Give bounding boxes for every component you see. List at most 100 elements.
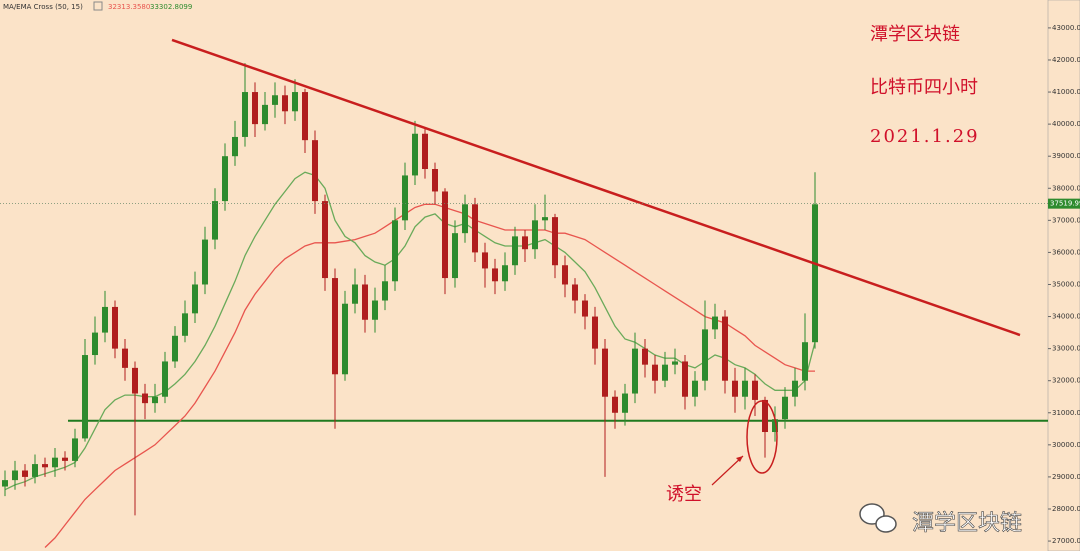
candle-body: [102, 306, 108, 333]
candle-body: [492, 268, 498, 282]
candle-body: [452, 233, 458, 279]
candle-body: [262, 104, 268, 125]
annotation: 比特币四小时: [870, 77, 978, 98]
candle-body: [662, 364, 668, 381]
indicator-name: MA/EMA Cross (50, 15): [3, 3, 83, 11]
indicator-value: 33302.8099: [150, 3, 192, 11]
ma-line: [44, 203, 815, 548]
y-tick-label: 42000.00: [1052, 56, 1080, 64]
annotation: 潭学区块链: [870, 24, 960, 45]
watermark-text: 潭学区块链: [912, 511, 1022, 536]
header: MA/EMA Cross (50, 15) 32313.3580 33302.8…: [3, 1, 192, 11]
annotation: 2021.1.29: [870, 126, 980, 147]
candle-body: [222, 156, 228, 202]
candle-body: [532, 220, 538, 250]
candle-body: [212, 201, 218, 240]
y-tick-label: 36000.00: [1052, 248, 1080, 256]
candle-body: [172, 335, 178, 362]
last-price-box: [1048, 198, 1080, 209]
candle-body: [342, 303, 348, 375]
candle-body: [112, 306, 118, 349]
candle-body: [602, 348, 608, 397]
candle-body: [252, 92, 258, 125]
candle-body: [752, 380, 758, 400]
candle-body: [632, 348, 638, 394]
y-tick-label: 40000.00: [1052, 120, 1080, 128]
arrow-head: [736, 456, 743, 462]
candle-body: [72, 438, 78, 461]
candle-body: [282, 95, 288, 112]
y-tick-label: 29000.00: [1052, 473, 1080, 481]
plot: [0, 38, 1048, 548]
candle-body: [672, 361, 678, 365]
candle-body: [412, 133, 418, 176]
candle-body: [82, 355, 88, 439]
candle-body: [382, 281, 388, 301]
y-tick-label: 34000.00: [1052, 313, 1080, 321]
candle-body: [582, 300, 588, 317]
wechat-icon: [875, 515, 897, 533]
candle-body: [12, 470, 18, 481]
candle-body: [622, 393, 628, 413]
y-tick-label: 28000.00: [1052, 505, 1080, 513]
candle-body: [552, 217, 558, 266]
candle-body: [132, 367, 138, 394]
candle-body: [202, 239, 208, 285]
watermark: 潭学区块链: [859, 503, 1022, 536]
indicator-value: 32313.3580: [108, 3, 150, 11]
candle-body: [312, 140, 318, 202]
candle-body: [52, 457, 58, 468]
candle-body: [592, 316, 598, 349]
candle-body: [762, 399, 768, 433]
trendline: [171, 38, 1021, 337]
candle-body: [692, 380, 698, 397]
price-axis: [1047, 0, 1080, 551]
highlight-circle: [746, 400, 778, 474]
candle-body: [742, 380, 748, 397]
candle-body: [802, 342, 808, 381]
candle-body: [712, 316, 718, 330]
candle-body: [782, 396, 788, 420]
candle-body: [162, 361, 168, 397]
y-tick-label: 43000.00: [1052, 24, 1080, 32]
candle-body: [332, 278, 338, 375]
callout: 诱空: [666, 484, 702, 505]
candle-body: [2, 480, 8, 487]
candle-body: [392, 220, 398, 282]
y-tick-label: 38000.00: [1052, 184, 1080, 192]
y-tick-label: 30000.00: [1052, 441, 1080, 449]
candle-body: [732, 380, 738, 397]
candle-body: [182, 313, 188, 336]
indicator-toggle[interactable]: [93, 1, 103, 11]
candle-body: [122, 348, 128, 368]
candle-body: [32, 464, 38, 477]
candle-body: [152, 396, 158, 404]
y-tick-label: 35000.00: [1052, 280, 1080, 288]
candle-body: [482, 252, 488, 269]
candle-body: [322, 201, 328, 279]
candle-body: [812, 204, 818, 343]
y-tick-label: 33000.00: [1052, 345, 1080, 353]
candle-body: [242, 92, 248, 137]
candle-body: [192, 284, 198, 314]
last-price-label: 37519.99: [1050, 200, 1080, 208]
candle-body: [462, 204, 468, 234]
candle-body: [522, 236, 528, 250]
candle-body: [612, 396, 618, 413]
candle-body: [572, 284, 578, 301]
candle-body: [642, 348, 648, 365]
candle-body: [362, 284, 368, 320]
arrow: [711, 455, 744, 486]
candle-body: [352, 284, 358, 304]
candle-body: [272, 95, 278, 105]
candle-body: [92, 332, 98, 356]
candle-body: [542, 217, 548, 221]
candle-body: [652, 364, 658, 381]
candle-body: [422, 133, 428, 170]
y-tick-label: 41000.00: [1052, 88, 1080, 96]
candle-body: [62, 457, 68, 461]
candle-body: [472, 204, 478, 253]
candle-body: [682, 361, 688, 397]
candle-body: [562, 265, 568, 285]
